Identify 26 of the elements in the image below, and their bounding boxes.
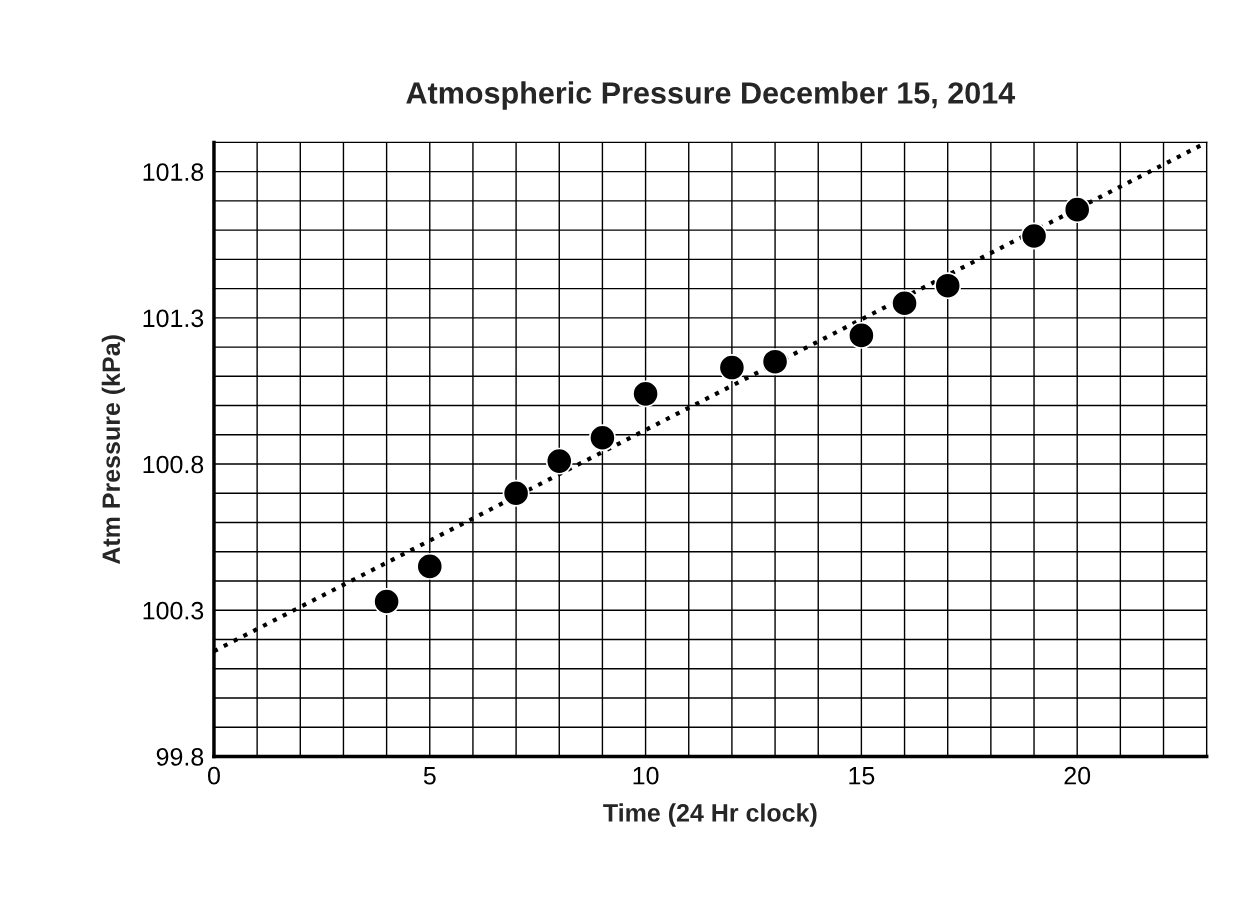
- y-tick-label: 100.3: [143, 601, 204, 620]
- point: [934, 272, 962, 300]
- x-axis-title: Time (24 Hr clock): [603, 803, 817, 827]
- x-tick-label: 20: [1064, 766, 1091, 785]
- point: [847, 321, 875, 349]
- point: [1020, 222, 1048, 250]
- point: [373, 588, 401, 615]
- y-tick-label: 101.3: [143, 309, 204, 328]
- point: [502, 479, 530, 507]
- point: [588, 424, 616, 452]
- point: [891, 289, 919, 317]
- x-tick-label: 5: [423, 767, 436, 785]
- point: [416, 552, 444, 580]
- point: [761, 348, 789, 376]
- x-tick-label: 0: [207, 766, 220, 785]
- y-axis-title: Atm Pressure (kPa): [101, 335, 126, 565]
- point: [545, 447, 573, 475]
- x-tick-label: 10: [633, 766, 659, 785]
- y-tick-label: 100.8: [143, 455, 204, 474]
- point: [718, 354, 746, 381]
- x-tick-label: 15: [849, 767, 875, 785]
- y-tick-label: 99.8: [156, 748, 204, 766]
- chart-title: Atmospheric Pressure December 15, 2014: [406, 81, 1016, 110]
- point: [1063, 196, 1091, 224]
- point: [632, 380, 660, 408]
- y-tick-label: 101.8: [143, 163, 204, 181]
